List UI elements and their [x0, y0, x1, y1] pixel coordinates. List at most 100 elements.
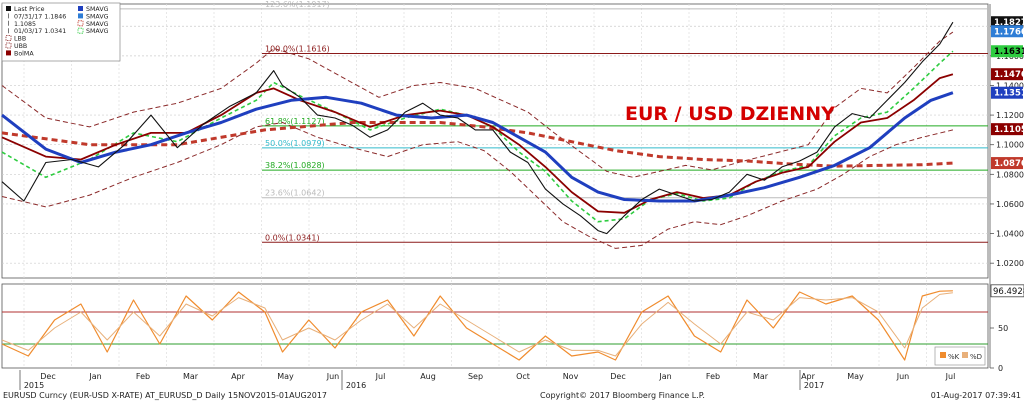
footer-right: 01-Aug-2017 07:39:41	[931, 391, 1021, 400]
oscillator-legend-box	[934, 346, 986, 366]
y-tick-label: 1.0400	[996, 230, 1024, 239]
oscillator-y-tick-label: 0	[998, 364, 1003, 373]
price-series-line-5	[1, 31, 954, 178]
price-series-line-1	[1, 91, 954, 203]
legend-label: Last Price	[14, 6, 45, 13]
year-label: 2015	[24, 381, 44, 390]
price-tag-label: 1.0876	[994, 159, 1024, 169]
legend-label: 01/03/17 1.0341	[14, 28, 66, 35]
y-tick-label: 1.1000	[996, 141, 1024, 150]
x-tick-label: Mar	[753, 372, 769, 381]
price-tag-label: 1.1631	[994, 47, 1024, 57]
x-tick-label: Oct	[516, 372, 530, 381]
price-tag-box	[991, 123, 1023, 136]
price-tag-box	[991, 157, 1023, 170]
price-panel-frame	[1, 3, 989, 279]
grid	[1, 3, 991, 369]
oscillator-series-line-1	[1, 292, 953, 357]
y-tick-label: 1.0600	[996, 200, 1024, 209]
x-tick-label: Apr	[801, 372, 816, 381]
legend-label: BolMA	[14, 50, 34, 57]
fib-level-label: 23.6%(1.0642)	[265, 189, 325, 198]
x-tick-label: May	[847, 372, 864, 381]
legend-swatch	[78, 13, 83, 19]
oscillator-panel-frame	[1, 283, 989, 369]
oscillator-last-value-box	[990, 284, 1024, 298]
chart-title: EUR / USD DZIENNY	[625, 103, 835, 125]
oscillator-last-value-label: 96.4928	[993, 287, 1024, 297]
x-tick-label: Sep	[468, 372, 483, 381]
x-tick-label: Feb	[706, 372, 720, 381]
legend-label: SMAVG	[86, 21, 109, 28]
legend-label: UBB	[14, 43, 27, 50]
oscillator-y-tick-label: 50	[998, 324, 1008, 333]
x-axis: Dec Jan Feb Mar Apr May Jun Jul Aug Sep Oct Nov Dec J…	[19, 370, 956, 390]
footer-center: Copyright© 2017 Bloomberg Finance L.P.	[540, 391, 705, 400]
x-tick-label: Jul	[375, 372, 386, 381]
legend-swatch	[6, 6, 11, 11]
price-series-line-0	[1, 21, 954, 235]
price-tag-box	[991, 86, 1023, 99]
oscillator-legend-label: %K	[948, 353, 960, 361]
price-tag-box	[991, 16, 1023, 29]
legend-label: SMAVG	[86, 6, 109, 13]
y-tick-label: 1.0800	[996, 170, 1024, 179]
price-tag-label: 1.1105	[994, 125, 1024, 135]
legend-swatch	[5, 42, 12, 49]
y-tick-label: 1.1400	[996, 81, 1024, 90]
oscillator-panel: %K %D	[1, 290, 988, 366]
oscillator-legend-label: %D	[970, 353, 982, 361]
legend-swatch	[78, 6, 83, 11]
oscillator-legend-swatch	[962, 352, 968, 358]
price-tag-box	[991, 45, 1023, 58]
legend-swatch	[77, 27, 84, 34]
x-tick-label: Apr	[231, 372, 246, 381]
year-label: 2016	[346, 381, 366, 390]
legend-label: 1.1085	[14, 21, 36, 28]
y-tick-label: 1.1200	[996, 111, 1024, 120]
price-series	[1, 21, 954, 249]
price-tag-label: 1.1766	[994, 27, 1024, 37]
legend-label: SMAVG	[86, 13, 109, 20]
x-tick-label: Jan	[88, 372, 101, 381]
oscillator-legend-swatch	[940, 352, 946, 358]
fib-level-label: 123.6%(1.1917)	[265, 0, 330, 9]
x-tick-label: Dec	[40, 372, 55, 381]
y-tick-label: 1.0200	[996, 259, 1024, 268]
price-tag-label: 1.1827	[994, 18, 1024, 28]
x-tick-label: Feb	[136, 372, 150, 381]
fib-level-label: 61.8%(1.1127)	[265, 117, 325, 126]
fib-level-label: 100.0%(1.1616)	[265, 44, 330, 53]
price-tag-label: 1.1351	[994, 89, 1024, 99]
x-tick-label: Jan	[658, 372, 671, 381]
price-tag-box	[991, 25, 1023, 38]
legend-swatch	[77, 20, 84, 27]
price-tag-label: 1.1476	[994, 70, 1024, 80]
x-tick-label: Aug	[420, 372, 436, 381]
year-label: 2017	[804, 381, 824, 390]
fib-level-label: 38.2%(1.0828)	[265, 161, 325, 170]
footer-left: EURUSD Curncy (EUR-USD X-RATE) AT_EURUSD…	[3, 391, 327, 400]
legend-label: 07/31/17 1.1846	[14, 13, 66, 20]
x-tick-label: May	[277, 372, 294, 381]
price-tag-box	[991, 68, 1023, 81]
oscillator-series-line-0	[1, 290, 953, 361]
x-tick-label: Mar	[183, 372, 199, 381]
x-tick-label: Jun	[896, 372, 910, 381]
legend-swatch	[5, 35, 12, 41]
price-series-line-3	[1, 121, 953, 168]
legend-box	[1, 2, 121, 62]
legend-label: LBB	[14, 36, 26, 43]
price-series-line-6	[1, 122, 954, 249]
x-tick-label: Dec	[610, 372, 625, 381]
price-series-line-4	[1, 50, 954, 223]
fib-level-label: 50.0%(1.0979)	[265, 139, 325, 148]
x-tick-label: Jun	[326, 372, 340, 381]
legend-label: SMAVG	[86, 28, 109, 35]
fib-level-label: 0.0%(1.0341)	[265, 233, 320, 242]
x-tick-label: Jul	[945, 372, 956, 381]
